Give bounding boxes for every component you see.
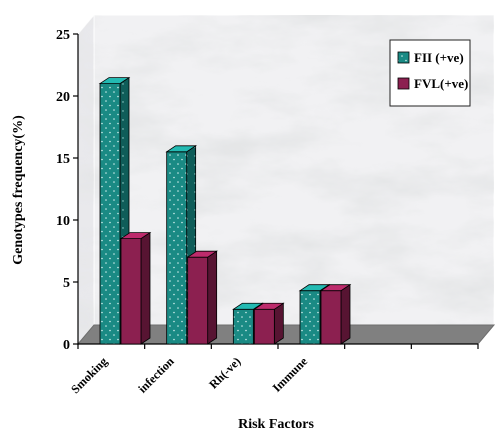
bar-top (98, 77, 131, 84)
bar-top (319, 284, 352, 292)
bar-front (187, 256, 209, 345)
x-tick-label: infection (135, 354, 177, 396)
legend-label: FVL(+ve) (414, 76, 468, 91)
bar (319, 283, 352, 345)
y-tick-label: 0 (63, 338, 70, 353)
y-tick-label: 10 (56, 214, 70, 229)
bar-front (120, 238, 142, 345)
x-tick-label: Smoking (68, 354, 110, 396)
bar-top (165, 145, 197, 153)
legend-label: FII (+ve) (414, 50, 464, 65)
bar-front (166, 151, 188, 345)
bar-front (253, 308, 275, 345)
legend: FII (+ve) FVL(+ve) (389, 39, 471, 107)
legend-swatch (397, 77, 410, 90)
x-axis-label: Risk Factors (238, 417, 314, 432)
y-tick-label: 25 (56, 28, 70, 43)
bar-side (273, 302, 284, 345)
bar-top (298, 284, 331, 292)
bar-side (140, 231, 151, 345)
y-axis-label: Genotypes frequency(%) (11, 115, 26, 265)
x-tick-label: Rh(-ve) (206, 354, 243, 391)
side-wall-texture (78, 15, 94, 344)
legend-box (389, 39, 471, 107)
bar-top (232, 302, 264, 310)
bar-side (207, 250, 218, 345)
legend-swatch (397, 51, 410, 64)
bar-front (232, 308, 254, 345)
bar-side (340, 283, 351, 345)
y-tick-label: 5 (63, 276, 70, 291)
x-tick-label: Immune (270, 354, 311, 395)
bar-top (253, 302, 285, 310)
bar (119, 231, 152, 345)
bar-front (320, 290, 342, 345)
bar-front (99, 83, 121, 345)
bar (253, 302, 285, 345)
bar-top (119, 232, 152, 240)
y-axis-title: Genotypes frequency(%) (11, 115, 26, 265)
y-tick-label: 20 (56, 90, 70, 105)
bar (186, 250, 218, 345)
y-tick-label: 15 (56, 152, 70, 167)
bar-front (299, 290, 321, 345)
bar-top (186, 250, 218, 258)
